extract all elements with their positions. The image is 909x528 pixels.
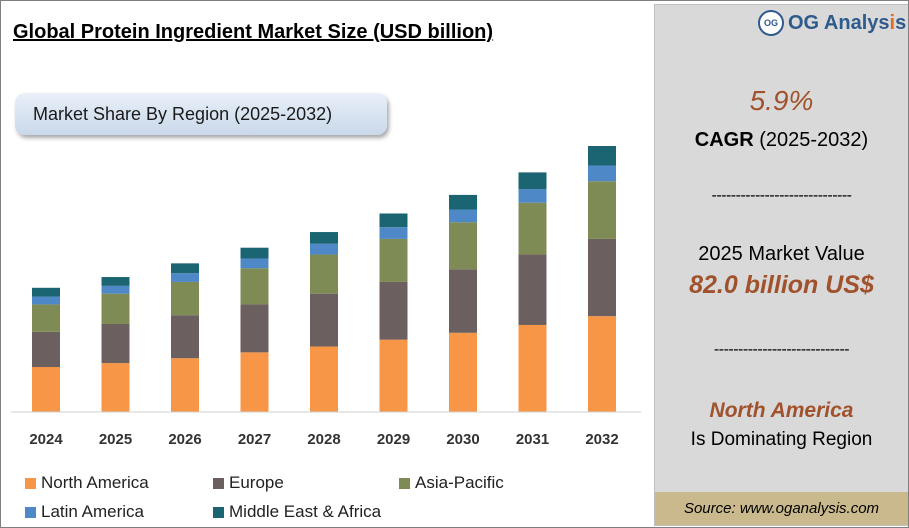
legend-item: Middle East & Africa bbox=[213, 502, 381, 522]
bar-segment-2027-4 bbox=[240, 247, 269, 259]
source-link[interactable]: Source: www.oganalysis.com bbox=[655, 492, 908, 525]
divider: ----------------------------- bbox=[711, 187, 852, 204]
x-tick-label: 2028 bbox=[307, 431, 340, 448]
market-value: 82.0 billion US$ bbox=[689, 271, 874, 299]
chart-subtitle: Market Share By Region (2025-2032) bbox=[33, 104, 333, 124]
bar-segment-2031-2 bbox=[518, 202, 547, 255]
bar-segment-2031-1 bbox=[518, 254, 547, 325]
legend-swatch bbox=[213, 506, 224, 518]
x-tick-label: 2032 bbox=[585, 431, 618, 448]
legend-swatch bbox=[213, 477, 224, 489]
legend-item: Europe bbox=[213, 473, 284, 493]
bar-segment-2026-0 bbox=[171, 358, 199, 412]
legend-swatch bbox=[25, 506, 36, 518]
x-tick-label: 2027 bbox=[238, 431, 271, 448]
bar-segment-2032-3 bbox=[588, 165, 616, 182]
bar-segment-2028-1 bbox=[310, 293, 338, 347]
bar-segment-2032-4 bbox=[588, 146, 616, 166]
logo-text: OG Analysis bbox=[788, 11, 907, 34]
bar-segment-2026-3 bbox=[171, 273, 199, 282]
bar-segment-2024-1 bbox=[32, 331, 60, 368]
legend-item: North America bbox=[25, 473, 149, 493]
cagr-label: CAGR (2025-2032) bbox=[694, 129, 869, 151]
summary-panel: OG OG Analysis 5.9% CAGR (2025-2032) ---… bbox=[654, 4, 908, 526]
legend-item: Asia-Pacific bbox=[399, 473, 504, 493]
market-value-label: 2025 Market Value bbox=[698, 243, 865, 265]
bars-layer bbox=[32, 146, 616, 412]
bar-segment-2031-0 bbox=[518, 324, 547, 412]
bar-segment-2026-2 bbox=[171, 281, 199, 316]
bar-segment-2029-3 bbox=[379, 227, 408, 239]
legend-swatch bbox=[399, 477, 410, 489]
dominating-region: North America bbox=[709, 399, 854, 422]
x-tick-label: 2031 bbox=[516, 431, 549, 448]
bar-segment-2031-4 bbox=[518, 172, 547, 190]
bar-segment-2027-2 bbox=[240, 268, 269, 305]
bar-segment-2030-3 bbox=[449, 209, 477, 223]
bar-segment-2024-4 bbox=[32, 287, 60, 297]
bar-segment-2028-2 bbox=[310, 254, 338, 294]
bar-segment-2024-2 bbox=[32, 304, 60, 332]
bar-segment-2026-1 bbox=[171, 315, 199, 359]
bar-segment-2025-4 bbox=[101, 277, 130, 286]
legend-label: Latin America bbox=[41, 502, 144, 521]
legend-label: Europe bbox=[229, 473, 284, 492]
stacked-bar-chart: 2024 2025 2026 2027 2028 2029 2030 2031 2032 bbox=[11, 146, 641, 448]
bar-segment-2025-0 bbox=[101, 363, 130, 412]
legend-label: North America bbox=[41, 473, 149, 492]
x-tick-label: 2029 bbox=[377, 431, 410, 448]
legend: North America Europe Asia-Pacific Latin Ame… bbox=[25, 471, 625, 527]
og-analysis-logo: OG OG Analysis bbox=[758, 10, 906, 36]
bar-segment-2029-0 bbox=[379, 339, 408, 412]
subtitle-box: Market Share By Region (2025-2032) bbox=[15, 93, 387, 135]
bar-segment-2032-1 bbox=[588, 238, 616, 317]
bar-segment-2027-3 bbox=[240, 258, 269, 269]
x-tick-label: 2025 bbox=[99, 431, 132, 448]
bar-segment-2030-0 bbox=[449, 332, 477, 412]
bar-segment-2024-3 bbox=[32, 296, 60, 305]
dominating-region-label: Is Dominating Region bbox=[690, 429, 873, 450]
chart-title: Global Protein Ingredient Market Size (U… bbox=[13, 21, 494, 43]
x-tick-label: 2026 bbox=[168, 431, 201, 448]
bar-segment-2029-1 bbox=[379, 281, 408, 340]
cagr-value: 5.9% bbox=[749, 85, 814, 116]
bar-segment-2032-2 bbox=[588, 181, 616, 239]
bar-segment-2032-0 bbox=[588, 316, 616, 412]
bar-segment-2026-4 bbox=[171, 263, 199, 274]
bar-segment-2030-4 bbox=[449, 194, 477, 210]
bar-segment-2028-4 bbox=[310, 232, 338, 244]
bar-segment-2031-3 bbox=[518, 189, 547, 203]
bar-segment-2027-0 bbox=[240, 352, 269, 412]
bar-segment-2030-2 bbox=[449, 222, 477, 270]
legend-item: Latin America bbox=[25, 502, 144, 522]
bar-segment-2029-4 bbox=[379, 213, 408, 228]
divider: ---------------------------- bbox=[713, 341, 850, 358]
bar-segment-2025-1 bbox=[101, 323, 130, 364]
logo-circle-icon: OG bbox=[758, 10, 784, 36]
bar-segment-2030-1 bbox=[449, 269, 477, 333]
bar-segment-2025-3 bbox=[101, 285, 130, 294]
bar-segment-2027-1 bbox=[240, 304, 269, 353]
bar-segment-2029-2 bbox=[379, 238, 408, 282]
legend-label: Asia-Pacific bbox=[415, 473, 504, 492]
x-tick-labels: 2024 2025 2026 2027 2028 2029 2030 2031 2032 bbox=[29, 431, 618, 448]
legend-swatch bbox=[25, 477, 36, 489]
legend-label: Middle East & Africa bbox=[229, 502, 382, 521]
bar-segment-2025-2 bbox=[101, 293, 130, 324]
bar-segment-2024-0 bbox=[32, 367, 60, 412]
bar-segment-2028-3 bbox=[310, 243, 338, 255]
x-tick-label: 2030 bbox=[446, 431, 479, 448]
x-tick-label: 2024 bbox=[29, 431, 63, 448]
bar-segment-2028-0 bbox=[310, 346, 338, 412]
